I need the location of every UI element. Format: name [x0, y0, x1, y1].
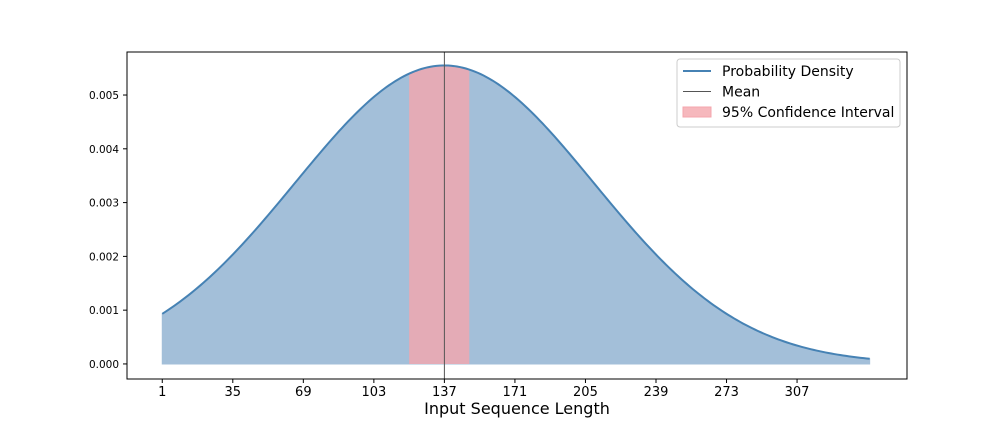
legend-box — [676, 58, 901, 128]
legend-swatch-band — [682, 106, 712, 118]
x-axis-ticks: 1 35 69 103 137 171 205 239 273 307 — [158, 379, 809, 400]
density-curve — [161, 64, 870, 360]
y-axis-ticks: 0.000 0.001 0.002 0.003 0.004 0.005 — [89, 90, 127, 371]
x-tick-label: 35 — [225, 385, 242, 400]
legend-item: Probability Density — [683, 64, 854, 80]
x-tick-label: 171 — [503, 385, 528, 400]
legend: Probability Density Mean 95% Confidence In… — [676, 58, 901, 128]
x-tick-label: 1 — [158, 385, 166, 400]
x-tick-label: 307 — [785, 385, 810, 400]
y-tick-label: 0.001 — [89, 305, 119, 317]
x-tick-label: 137 — [432, 385, 457, 400]
y-tick-label: 0.004 — [89, 144, 119, 156]
x-tick-label: 69 — [295, 385, 312, 400]
legend-label: 95% Confidence Interval — [722, 105, 894, 121]
y-tick-label: 0.005 — [89, 90, 119, 102]
x-tick-label: 273 — [714, 385, 739, 400]
x-axis-label: Input Sequence Length — [424, 399, 610, 418]
y-tick-label: 0.000 — [89, 359, 119, 371]
legend-item: 95% Confidence Interval — [682, 105, 894, 121]
density-lines — [161, 52, 870, 379]
x-tick-label: 239 — [644, 385, 669, 400]
legend-item: Mean — [683, 85, 760, 101]
legend-label: Probability Density — [722, 64, 854, 80]
confidence-interval-band — [409, 65, 470, 364]
x-tick-label: 103 — [361, 385, 386, 400]
axes-frame — [126, 51, 908, 380]
y-tick-label: 0.003 — [89, 198, 119, 210]
legend-label: Mean — [722, 85, 760, 101]
x-tick-label: 205 — [573, 385, 598, 400]
y-tick-label: 0.002 — [89, 251, 119, 263]
